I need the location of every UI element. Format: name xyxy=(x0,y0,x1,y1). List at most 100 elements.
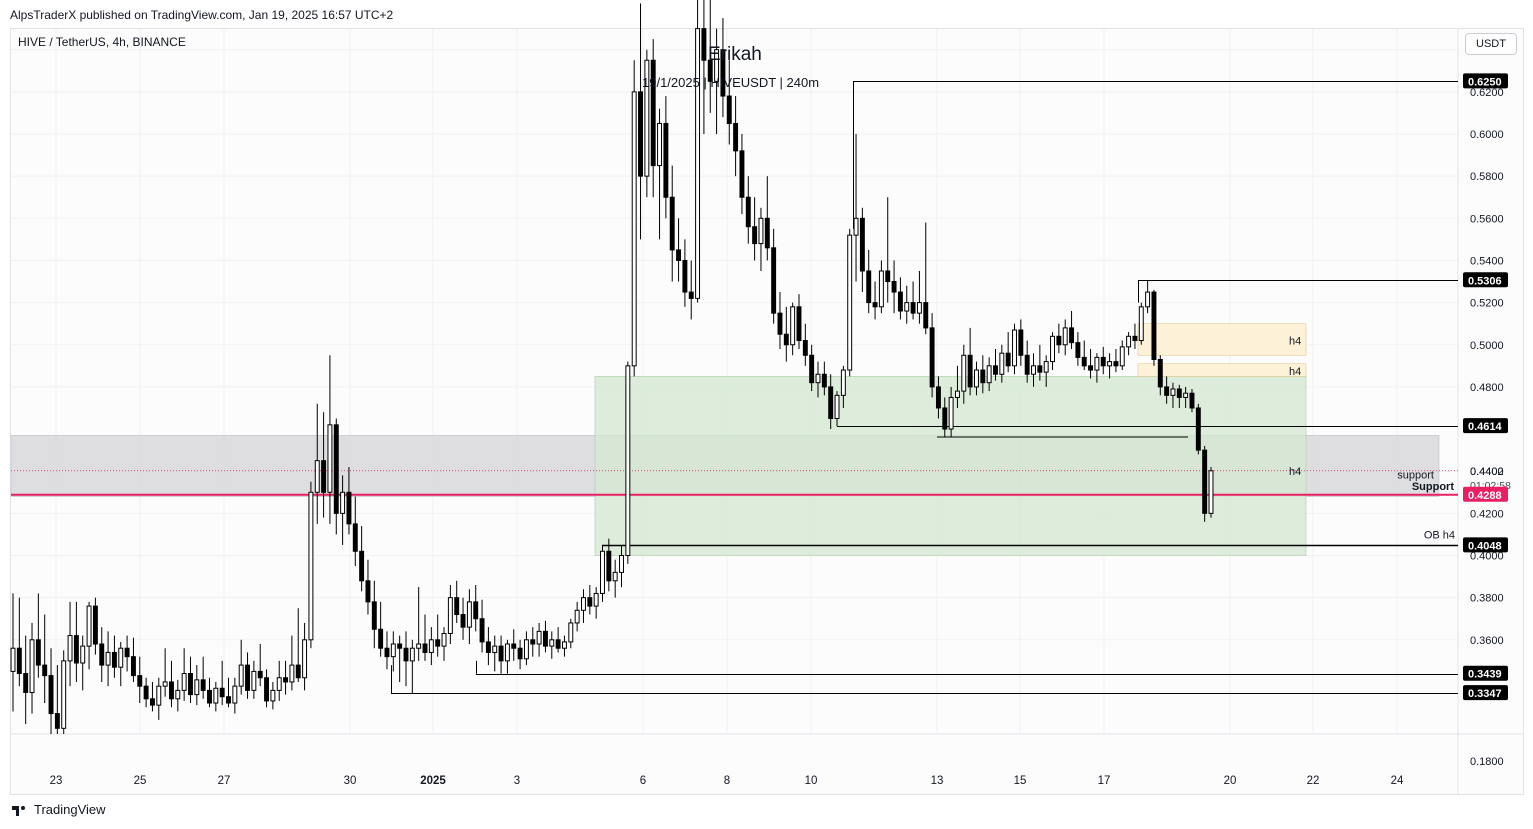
candle-body-up xyxy=(593,592,599,607)
candle-body-down xyxy=(1195,407,1201,451)
candle-body-up xyxy=(447,597,453,634)
candle-body-down xyxy=(207,689,212,704)
candle-body-down xyxy=(245,664,250,691)
candle xyxy=(473,585,479,632)
candle-body-down xyxy=(669,196,675,251)
candle-body-down xyxy=(682,259,688,293)
candle xyxy=(714,28,720,134)
candle-body-down xyxy=(397,643,403,649)
candle xyxy=(371,580,377,649)
candle-body-down xyxy=(137,675,143,687)
candle xyxy=(929,313,935,398)
time-tick-label: 2025 xyxy=(420,775,446,787)
candle xyxy=(16,597,22,687)
candle xyxy=(745,176,751,244)
candle-body-down xyxy=(1024,354,1030,375)
candle xyxy=(517,639,523,670)
candle xyxy=(1113,348,1119,373)
candle xyxy=(663,96,669,219)
candle-body-down xyxy=(460,614,466,628)
currency-button[interactable]: USDT xyxy=(1465,33,1517,55)
candle xyxy=(853,134,859,282)
candle xyxy=(485,627,491,666)
footer-brand: TradingView xyxy=(34,802,106,817)
candle-body-down xyxy=(473,601,479,620)
time-tick-label: 13 xyxy=(931,775,944,787)
candle-body-down xyxy=(511,643,517,649)
candle-body-up xyxy=(276,677,282,691)
candle-body-down xyxy=(188,673,193,696)
candle-body-down xyxy=(764,217,770,249)
candle-body-down xyxy=(219,687,225,698)
time-tick-label: 24 xyxy=(1391,775,1404,787)
candle xyxy=(466,589,472,645)
candle xyxy=(530,627,536,657)
candle-body-down xyxy=(530,639,536,645)
candle-body-up xyxy=(847,234,853,371)
candle xyxy=(1138,302,1144,345)
candle xyxy=(1189,389,1195,413)
candle xyxy=(916,270,922,324)
candle-body-up xyxy=(118,647,124,668)
candle xyxy=(365,559,371,615)
candle xyxy=(555,627,561,653)
candle xyxy=(194,665,200,706)
candle-body-down xyxy=(1081,356,1087,367)
candle xyxy=(327,355,333,524)
time-tick-label: 20 xyxy=(1224,775,1237,787)
candle-body-down xyxy=(726,95,732,124)
candle xyxy=(54,665,60,734)
candle-body-up xyxy=(644,59,650,177)
candle xyxy=(1202,445,1208,522)
price-tick-label: 0.5200 xyxy=(1470,298,1504,310)
candle-body-down xyxy=(650,59,656,167)
candle-body-up xyxy=(1208,470,1214,514)
candle-body-down xyxy=(333,424,339,514)
candle xyxy=(549,631,555,659)
candle-body-down xyxy=(809,354,815,384)
candle-body-up xyxy=(67,635,73,662)
candle xyxy=(688,260,694,320)
candle xyxy=(619,544,624,588)
symbol-legend[interactable]: HIVE / TetherUS, 4h, BINANCE xyxy=(18,35,186,49)
tradingview-logo-icon xyxy=(12,804,28,816)
candle-body-down xyxy=(935,386,941,409)
price-level-badge: 0.3347 xyxy=(1468,688,1502,700)
candle xyxy=(441,627,447,661)
candle-body-up xyxy=(999,352,1005,375)
candle xyxy=(302,622,308,691)
time-tick-label: 17 xyxy=(1098,775,1111,787)
candle xyxy=(213,681,219,712)
time-tick-label: 25 xyxy=(134,775,147,787)
candles-layer xyxy=(10,0,1214,734)
candle xyxy=(574,601,580,632)
candle-body-up xyxy=(561,641,567,649)
candle-body-down xyxy=(454,597,460,616)
candle xyxy=(264,669,270,708)
candle xyxy=(1062,319,1068,356)
candle-body-up xyxy=(1126,335,1132,348)
candle xyxy=(416,587,422,661)
candle-body-up xyxy=(657,122,663,167)
candle-body-up xyxy=(1062,327,1068,346)
candle-body-up xyxy=(581,597,586,611)
candle-body-down xyxy=(130,656,136,677)
candle xyxy=(111,635,117,678)
candle xyxy=(23,635,29,725)
candle-body-down xyxy=(897,291,903,312)
candle xyxy=(733,96,739,177)
candle xyxy=(1183,386,1189,408)
candle xyxy=(143,677,149,708)
candle xyxy=(422,614,428,661)
candle xyxy=(606,538,612,592)
candle xyxy=(859,207,865,293)
candle xyxy=(631,60,637,377)
candle-body-down xyxy=(283,677,289,683)
candle xyxy=(130,637,136,682)
candle xyxy=(340,475,346,545)
candle xyxy=(1132,323,1138,349)
candle xyxy=(783,306,789,362)
candle xyxy=(479,599,485,653)
price-tick-label: 0.6200 xyxy=(1470,87,1504,99)
